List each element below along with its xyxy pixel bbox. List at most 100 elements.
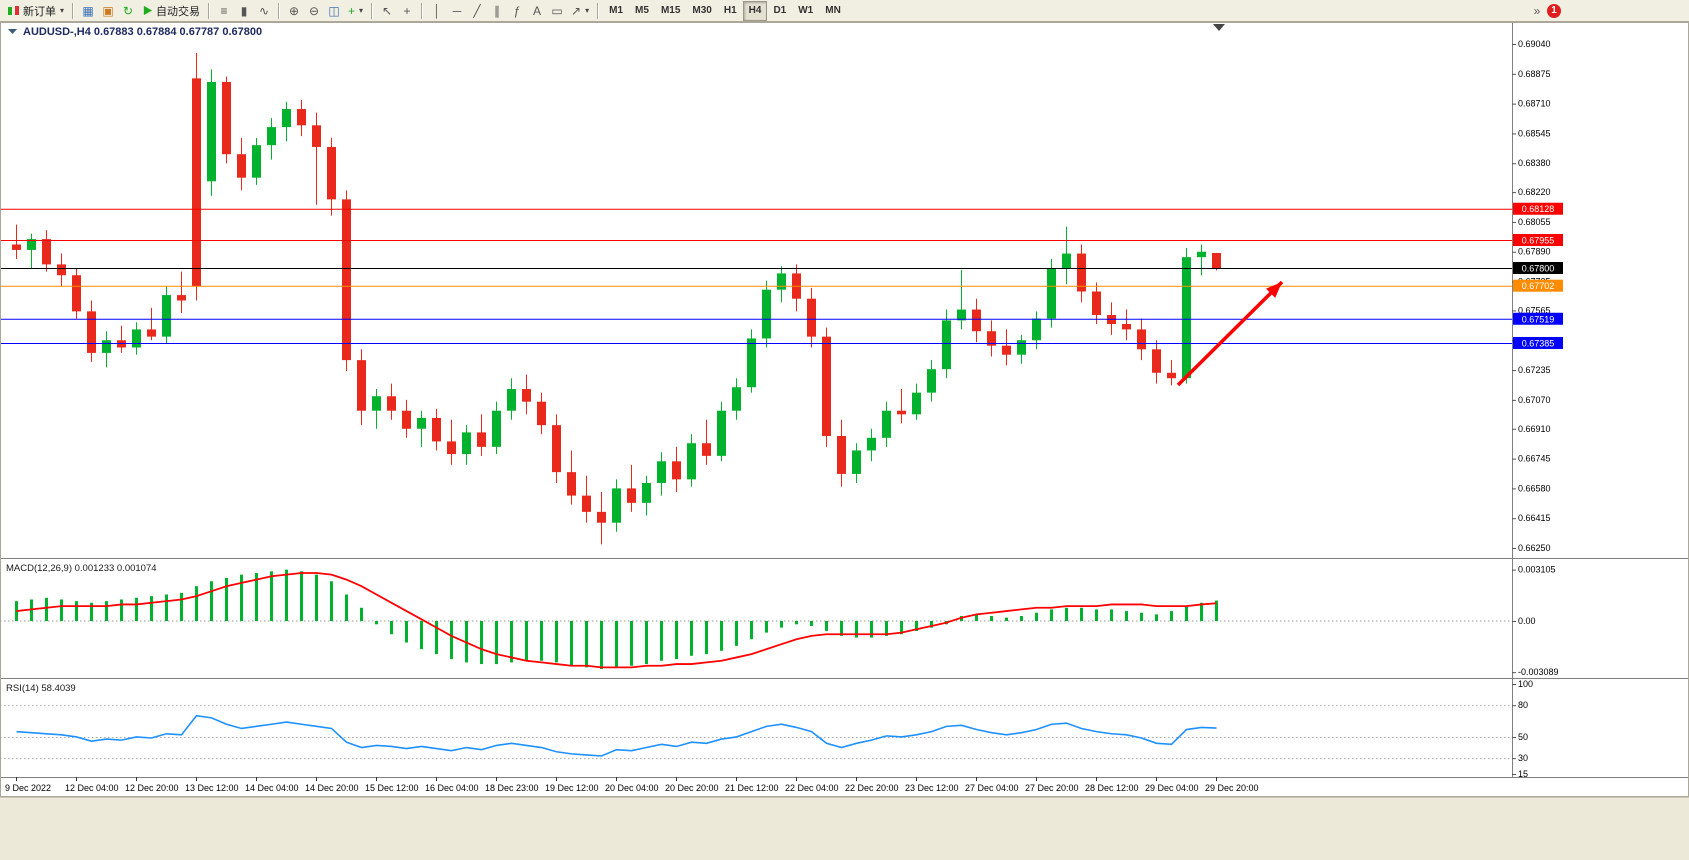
new-chart-button[interactable]: ▦ xyxy=(78,1,98,21)
macd-bar xyxy=(705,621,708,655)
trend-arrow-line[interactable] xyxy=(1176,280,1284,387)
macd-bar xyxy=(1065,607,1068,621)
macd-bar xyxy=(615,621,618,668)
chart-canvas[interactable]: 0.69040 0.68875 0.68710 0.68545 0.68380 0.682… xyxy=(0,22,1689,860)
new-order-icon xyxy=(7,5,20,17)
time-axis-label: 28 Dec 12:00 xyxy=(1085,783,1139,793)
autotrading-button[interactable]: 自动交易 xyxy=(138,1,204,21)
candle-body xyxy=(642,482,651,503)
text-tool-button[interactable]: A xyxy=(527,1,547,21)
candle-body xyxy=(1032,318,1041,341)
fibonacci-button[interactable]: ƒ xyxy=(507,1,527,21)
period-button-m15[interactable]: M15 xyxy=(655,1,686,21)
indicators-button[interactable]: + ▾ xyxy=(344,1,367,21)
profiles-button[interactable]: ▣ xyxy=(98,1,118,21)
candle-body xyxy=(207,81,216,182)
period-button-w1[interactable]: W1 xyxy=(792,1,819,21)
rsi-indicator-label: RSI(14) 58.4039 xyxy=(6,683,76,694)
chevron-down-icon: ▾ xyxy=(60,6,65,15)
macd-axis-label: 0.00 xyxy=(1518,616,1536,626)
autotrading-label: 自动交易 xyxy=(156,5,201,18)
macd-bar xyxy=(1035,612,1038,621)
candle-body xyxy=(762,289,771,339)
window-bottom-area xyxy=(0,797,1689,860)
zoom-out-button[interactable]: ⊖ xyxy=(304,1,324,21)
period-button-d1[interactable]: D1 xyxy=(767,1,792,21)
cursor-button[interactable]: ↖ xyxy=(377,1,397,21)
candle-body xyxy=(1002,345,1011,355)
profiles-icon: ▣ xyxy=(102,3,114,18)
new-chart-icon: ▦ xyxy=(82,3,94,18)
period-button-m1[interactable]: M1 xyxy=(603,1,629,21)
tile-windows-button[interactable]: ◫ xyxy=(324,1,344,21)
candle-body xyxy=(477,432,486,447)
chart-window[interactable]: 0.69040 0.68875 0.68710 0.68545 0.68380 0.682… xyxy=(0,22,1689,860)
candle-body xyxy=(897,410,906,415)
time-axis[interactable]: 9 Dec 2022 12 Dec 04:00 12 Dec 20:00 13 Dec… xyxy=(5,777,1259,793)
channel-icon: ∥ xyxy=(494,3,501,18)
macd-histogram xyxy=(15,569,1218,670)
candle-body xyxy=(237,154,246,178)
candle-body xyxy=(357,360,366,411)
price-tag xyxy=(1513,336,1563,349)
macd-bar xyxy=(1155,614,1158,621)
period-button-h4[interactable]: H4 xyxy=(742,0,768,21)
candle-body xyxy=(432,417,441,442)
candle-body xyxy=(597,511,606,523)
notification-badge[interactable]: 1 xyxy=(1547,3,1561,18)
candle-body xyxy=(387,396,396,411)
period-button-h1[interactable]: H1 xyxy=(718,1,743,21)
bar-chart-button[interactable]: ≡ xyxy=(214,1,234,21)
macd-bar xyxy=(690,621,693,656)
period-button-m30[interactable]: M30 xyxy=(686,1,717,21)
macd-bar xyxy=(180,592,183,621)
new-order-button[interactable]: 新订单 ▾ xyxy=(3,1,68,21)
period-button-mn[interactable]: MN xyxy=(819,1,847,21)
candle-body xyxy=(402,410,411,429)
refresh-button[interactable]: ↻ xyxy=(118,1,138,21)
macd-bar xyxy=(315,574,318,621)
candlestick-chart-button[interactable]: ▮ xyxy=(234,1,254,21)
zoom-in-button[interactable]: ⊕ xyxy=(284,1,304,21)
toolbar-separator xyxy=(278,2,281,19)
macd-bar xyxy=(900,621,903,635)
label-tool-button[interactable]: ▭ xyxy=(547,1,567,21)
macd-bar xyxy=(1080,607,1083,621)
crosshair-button[interactable]: + xyxy=(397,1,417,21)
rsi-line xyxy=(16,714,1217,757)
candle-body xyxy=(1197,251,1206,258)
macd-bar xyxy=(105,601,108,621)
macd-bar xyxy=(795,621,798,625)
candle-body xyxy=(747,338,756,388)
horizontal-line-button[interactable]: ─ xyxy=(447,1,467,21)
candle-body xyxy=(162,295,171,337)
trendline-button[interactable]: ╱ xyxy=(467,1,487,21)
candle-body xyxy=(177,295,186,301)
macd-bar xyxy=(285,569,288,621)
macd-bar xyxy=(450,621,453,660)
price-tag xyxy=(1513,262,1563,274)
arrows-tool-button[interactable]: ↗ ▾ xyxy=(567,1,593,21)
rsi-axis-label: 80 xyxy=(1518,700,1528,710)
period-button-m5[interactable]: M5 xyxy=(629,1,655,21)
channel-button[interactable]: ∥ xyxy=(487,1,507,21)
toolbar-overflow-button[interactable]: » xyxy=(1527,1,1547,21)
macd-bar xyxy=(555,621,558,663)
candle-body xyxy=(507,389,516,411)
candle-body xyxy=(657,461,666,483)
price-axis-label: 0.69040 xyxy=(1518,39,1551,49)
time-axis-label: 29 Dec 04:00 xyxy=(1145,783,1199,793)
candle-body xyxy=(267,127,276,146)
price-tag-label: 0.68128 xyxy=(1522,204,1555,214)
macd-bar xyxy=(870,621,873,638)
line-chart-button[interactable]: ∿ xyxy=(254,1,274,21)
time-axis-label: 27 Dec 04:00 xyxy=(965,783,1019,793)
macd-bar xyxy=(630,621,633,666)
vertical-line-button[interactable]: │ xyxy=(427,1,447,21)
time-axis-label: 29 Dec 20:00 xyxy=(1205,783,1259,793)
price-axis-label: 0.67565 xyxy=(1518,305,1551,315)
line-chart-icon: ∿ xyxy=(258,3,270,18)
symbol-dropdown-icon[interactable] xyxy=(8,29,17,34)
toolbar-separator xyxy=(72,2,75,19)
chart-shift-marker[interactable] xyxy=(1213,24,1225,31)
